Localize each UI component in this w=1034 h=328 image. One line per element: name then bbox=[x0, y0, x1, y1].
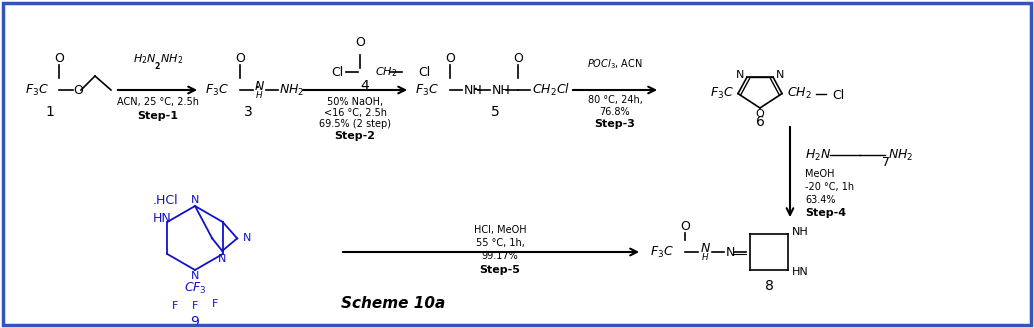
Text: Step-4: Step-4 bbox=[805, 208, 846, 218]
Text: 80 °C, 24h,: 80 °C, 24h, bbox=[587, 95, 642, 105]
Text: Cl: Cl bbox=[832, 89, 844, 102]
Text: O: O bbox=[73, 84, 83, 96]
Text: 6: 6 bbox=[756, 115, 764, 129]
Text: HN: HN bbox=[792, 267, 809, 277]
Text: F: F bbox=[192, 301, 199, 311]
Text: Cl: Cl bbox=[332, 66, 344, 78]
Text: ·: · bbox=[254, 79, 260, 97]
Text: Step-5: Step-5 bbox=[480, 265, 520, 275]
Text: $CH_2$: $CH_2$ bbox=[787, 86, 812, 101]
Text: O: O bbox=[54, 51, 64, 65]
Text: $CF_3$: $CF_3$ bbox=[184, 280, 207, 296]
Text: O: O bbox=[680, 219, 690, 233]
Text: N: N bbox=[191, 271, 200, 281]
Text: Step-1: Step-1 bbox=[138, 111, 179, 121]
Text: -20 °C, 1h: -20 °C, 1h bbox=[805, 182, 854, 192]
Text: 3: 3 bbox=[244, 105, 252, 119]
Text: F: F bbox=[212, 299, 218, 309]
Text: 5: 5 bbox=[490, 105, 499, 119]
Text: MeOH: MeOH bbox=[805, 169, 834, 179]
Text: $NH_2$: $NH_2$ bbox=[279, 82, 304, 97]
Text: 63.4%: 63.4% bbox=[805, 195, 835, 205]
Text: 1: 1 bbox=[45, 105, 55, 119]
Text: $H_2N\underset{\mathbf{2}}{}NH_2$: $H_2N\underset{\mathbf{2}}{}NH_2$ bbox=[133, 52, 183, 72]
Text: 55 °C, 1h,: 55 °C, 1h, bbox=[476, 238, 524, 248]
Text: NH: NH bbox=[492, 84, 511, 96]
Text: <16 °C, 2.5h: <16 °C, 2.5h bbox=[324, 108, 387, 118]
Text: 9: 9 bbox=[190, 315, 200, 328]
Text: HCl, MeOH: HCl, MeOH bbox=[474, 225, 526, 235]
Text: $\underset{H}{N}$: $\underset{H}{N}$ bbox=[700, 241, 711, 263]
Text: $F_3C$: $F_3C$ bbox=[205, 82, 229, 97]
Text: O: O bbox=[445, 51, 455, 65]
Text: 50% NaOH,: 50% NaOH, bbox=[327, 97, 383, 107]
Text: 7: 7 bbox=[882, 156, 890, 170]
Text: 76.8%: 76.8% bbox=[600, 107, 631, 117]
Text: $F_3C$: $F_3C$ bbox=[415, 82, 438, 97]
Text: Scheme 10a: Scheme 10a bbox=[341, 296, 445, 311]
Text: $\underset{H}{N}$: $\underset{H}{N}$ bbox=[254, 79, 265, 101]
Text: $CH_2$: $CH_2$ bbox=[375, 65, 397, 79]
Text: $CH_2Cl$: $CH_2Cl$ bbox=[533, 82, 570, 98]
Text: N: N bbox=[777, 71, 785, 80]
Text: $F_3C$: $F_3C$ bbox=[25, 82, 49, 97]
Text: O: O bbox=[235, 51, 245, 65]
Text: N: N bbox=[191, 195, 200, 205]
Text: 99.17%: 99.17% bbox=[482, 251, 518, 261]
Text: 69.5% (2 step): 69.5% (2 step) bbox=[320, 119, 391, 129]
Text: .HCl: .HCl bbox=[153, 194, 179, 207]
Text: NH: NH bbox=[792, 227, 809, 237]
Text: N: N bbox=[218, 254, 226, 264]
Text: O: O bbox=[355, 35, 365, 49]
Text: Cl: Cl bbox=[418, 66, 430, 78]
Text: N: N bbox=[726, 245, 735, 258]
Text: ·: · bbox=[473, 81, 478, 99]
Text: Step-3: Step-3 bbox=[595, 119, 636, 129]
Text: 8: 8 bbox=[764, 279, 773, 293]
Text: N: N bbox=[243, 234, 251, 243]
Text: Step-2: Step-2 bbox=[335, 131, 375, 141]
Text: O: O bbox=[756, 109, 764, 119]
Text: ACN, 25 °C, 2.5h: ACN, 25 °C, 2.5h bbox=[117, 97, 199, 107]
Text: F: F bbox=[172, 301, 178, 311]
Text: $POCl_3$, ACN: $POCl_3$, ACN bbox=[587, 57, 643, 71]
Text: 4: 4 bbox=[361, 79, 369, 93]
Text: $F_3C$: $F_3C$ bbox=[710, 86, 734, 101]
Text: $H_2N$: $H_2N$ bbox=[805, 148, 831, 163]
Text: NH: NH bbox=[464, 84, 483, 96]
Text: $F_3C$: $F_3C$ bbox=[650, 244, 674, 259]
Text: HN: HN bbox=[153, 212, 172, 224]
Text: O: O bbox=[513, 51, 523, 65]
Text: $NH_2$: $NH_2$ bbox=[888, 148, 913, 163]
Text: N: N bbox=[735, 71, 743, 80]
